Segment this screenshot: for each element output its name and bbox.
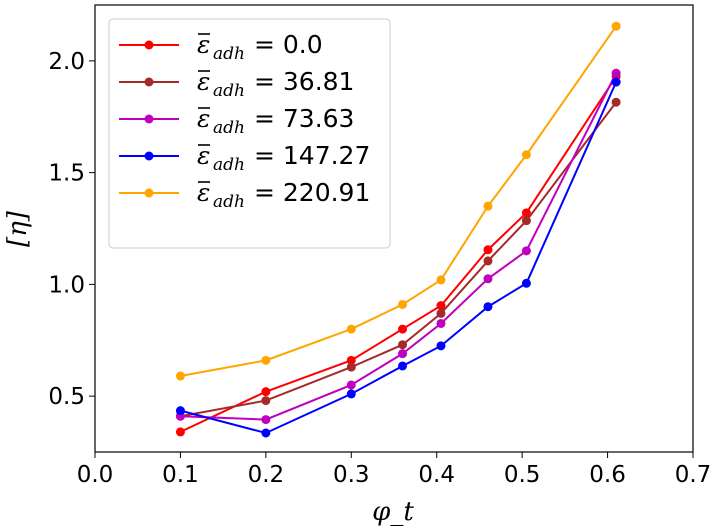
x-tick-label: 0.2 bbox=[248, 462, 285, 488]
legend-label: = 147.27 bbox=[254, 141, 370, 170]
y-tick-label: 1.5 bbox=[48, 161, 85, 187]
x-tick-label: 0.3 bbox=[333, 462, 370, 488]
data-point bbox=[521, 150, 531, 160]
x-axis-label: φ_t bbox=[372, 497, 414, 527]
legend-subscript: adh bbox=[213, 155, 245, 175]
legend-symbol: ε bbox=[197, 141, 210, 170]
data-point bbox=[261, 428, 271, 438]
x-tick-label: 0.4 bbox=[418, 462, 455, 488]
legend-marker bbox=[144, 77, 154, 87]
legend-subscript: adh bbox=[213, 81, 245, 101]
data-point bbox=[483, 201, 493, 211]
series-line bbox=[180, 101, 617, 418]
legend-box bbox=[108, 18, 391, 249]
x-tick-label: 0.5 bbox=[504, 462, 541, 488]
data-point bbox=[483, 256, 493, 266]
legend-entry: ε adh = 73.63 bbox=[119, 104, 354, 138]
series-line bbox=[180, 75, 617, 433]
y-tick-label: 1.0 bbox=[48, 272, 85, 298]
data-point bbox=[346, 355, 356, 365]
data-point bbox=[175, 406, 185, 416]
x-tick-label: 0.6 bbox=[589, 462, 626, 488]
data-point bbox=[611, 97, 621, 107]
data-point bbox=[398, 299, 408, 309]
legend: ε adh = 0.0ε adh = 36.81ε adh = 73.63ε adh = 147… bbox=[108, 18, 391, 249]
legend-entry: ε adh = 147.27 bbox=[119, 141, 370, 175]
legend-label: = 220.91 bbox=[254, 178, 370, 207]
data-point bbox=[521, 278, 531, 288]
data-point bbox=[346, 362, 356, 372]
legend-marker bbox=[144, 114, 154, 124]
legend-marker bbox=[144, 151, 154, 161]
data-point bbox=[398, 324, 408, 334]
x-tick-label: 0.7 bbox=[675, 462, 712, 488]
data-point bbox=[483, 302, 493, 312]
x-axis: 0.0 0.1 0.2 0.3 0.4 0.5 0.6 0.7 bbox=[77, 452, 712, 488]
data-point bbox=[436, 275, 446, 285]
legend-label: = 73.63 bbox=[254, 104, 354, 133]
legend-entry: ε adh = 220.91 bbox=[119, 178, 370, 212]
legend-subscript: adh bbox=[213, 192, 245, 212]
data-point bbox=[436, 341, 446, 351]
legend-label: = 36.81 bbox=[254, 67, 354, 96]
data-point bbox=[611, 77, 621, 87]
data-point bbox=[261, 396, 271, 406]
plot-frame bbox=[94, 4, 694, 453]
series-line bbox=[180, 72, 618, 421]
series-3 bbox=[175, 77, 621, 438]
x-tick-label: 0.0 bbox=[77, 462, 114, 488]
data-point bbox=[483, 245, 493, 255]
data-point bbox=[436, 301, 446, 311]
data-point bbox=[175, 427, 185, 437]
series-1 bbox=[175, 97, 621, 421]
data-point bbox=[521, 208, 531, 218]
data-point bbox=[346, 389, 356, 399]
data-point bbox=[261, 387, 271, 397]
data-point bbox=[346, 380, 356, 390]
y-axis-label: [η] bbox=[3, 210, 33, 247]
x-tick-label: 0.1 bbox=[162, 462, 199, 488]
y-axis: 0.5 1.0 1.5 2.0 bbox=[48, 49, 95, 410]
data-point bbox=[436, 308, 446, 318]
data-point bbox=[611, 68, 621, 78]
legend-marker bbox=[144, 188, 154, 198]
series-0 bbox=[175, 72, 621, 437]
legend-symbol: ε bbox=[197, 178, 210, 207]
data-point bbox=[398, 361, 408, 371]
legend-symbol: ε bbox=[197, 30, 210, 59]
series-4 bbox=[175, 21, 621, 381]
y-tick-label: 0.5 bbox=[48, 384, 85, 410]
data-point bbox=[398, 340, 408, 350]
data-point bbox=[175, 371, 185, 381]
data-point bbox=[611, 21, 621, 31]
data-point bbox=[261, 355, 271, 365]
data-point bbox=[521, 216, 531, 226]
series-line bbox=[180, 81, 618, 435]
data-point bbox=[346, 324, 356, 334]
data-point bbox=[261, 415, 271, 425]
series-layer bbox=[175, 21, 621, 438]
series-line bbox=[180, 25, 617, 377]
legend-label: = 0.0 bbox=[254, 30, 323, 59]
y-tick-label: 2.0 bbox=[48, 49, 85, 75]
data-point bbox=[398, 349, 408, 359]
legend-symbol: ε bbox=[197, 104, 210, 133]
legend-marker bbox=[144, 40, 154, 50]
legend-subscript: adh bbox=[213, 118, 245, 138]
data-point bbox=[521, 246, 531, 256]
data-point bbox=[436, 318, 446, 328]
legend-symbol: ε bbox=[197, 67, 210, 96]
legend-entry: ε adh = 0.0 bbox=[119, 30, 323, 64]
legend-entry: ε adh = 36.81 bbox=[119, 67, 354, 101]
data-point bbox=[483, 274, 493, 284]
legend-subscript: adh bbox=[213, 44, 245, 64]
